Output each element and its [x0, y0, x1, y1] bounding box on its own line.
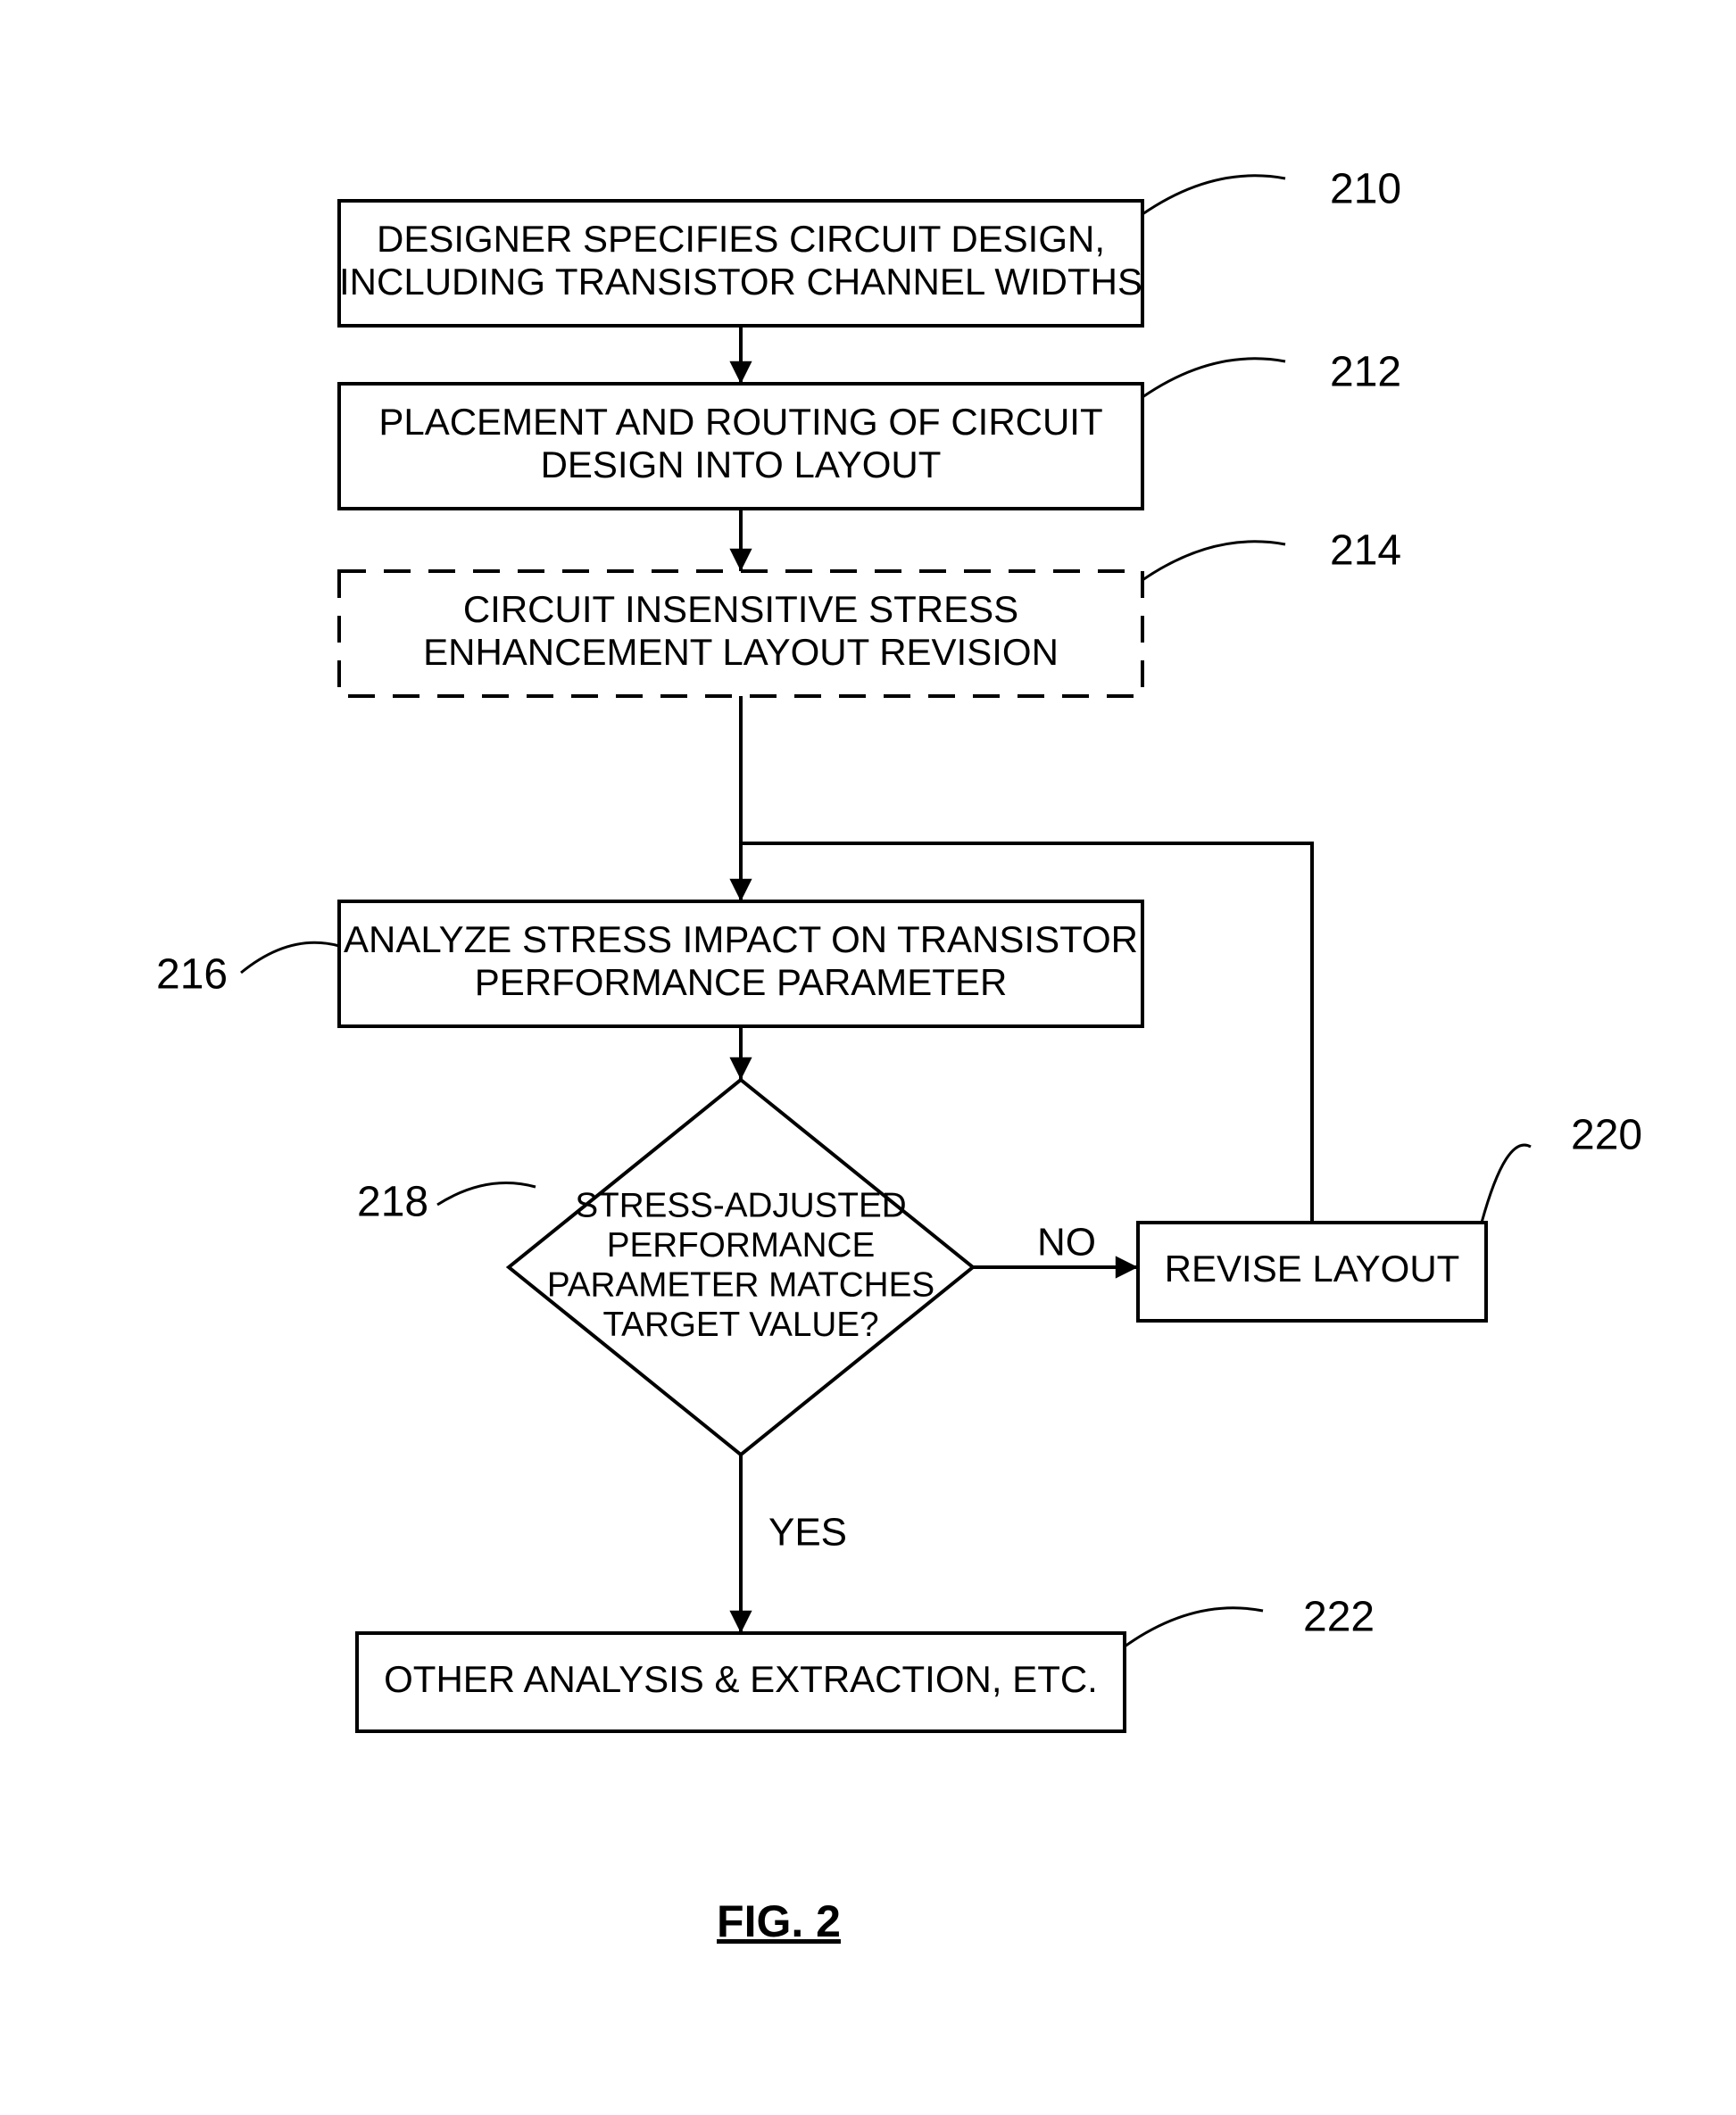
- flow-box-text: DESIGNER SPECIFIES CIRCUIT DESIGN,: [377, 218, 1105, 260]
- ref-number: 216: [156, 951, 228, 999]
- ref-number: 218: [357, 1179, 428, 1226]
- flow-decision-text: PERFORMANCE: [607, 1226, 875, 1265]
- flow-box-text: INCLUDING TRANSISTOR CHANNEL WIDTHS: [339, 261, 1142, 303]
- flow-decision-text: STRESS-ADJUSTED: [575, 1187, 906, 1225]
- flow-decision-text: PARAMETER MATCHES: [547, 1265, 934, 1304]
- flow-box-text: ANALYZE STRESS IMPACT ON TRANSISTOR: [344, 918, 1138, 960]
- ref-number: 212: [1330, 349, 1401, 396]
- ref-number: 222: [1303, 1594, 1375, 1641]
- figure-container: NO YES DESIGNER SPECIFIES CIRCUIT DESIGN,I…: [0, 0, 1736, 2115]
- edge-label: NO: [1037, 1221, 1096, 1265]
- flow-box-text: PERFORMANCE PARAMETER: [475, 961, 1008, 1003]
- flow-decision-text: TARGET VALUE?: [602, 1306, 878, 1344]
- flow-box-text: ENHANCEMENT LAYOUT REVISION: [423, 631, 1059, 673]
- ref-number: 220: [1571, 1112, 1642, 1159]
- flow-box-text: CIRCUIT INSENSITIVE STRESS: [463, 588, 1018, 630]
- flow-box-text: PLACEMENT AND ROUTING OF CIRCUIT: [378, 401, 1102, 443]
- flowchart-svg: NO YES DESIGNER SPECIFIES CIRCUIT DESIGN,I…: [0, 0, 1736, 2111]
- ref-number: 210: [1330, 166, 1401, 213]
- flow-box-text: DESIGN INTO LAYOUT: [541, 444, 942, 485]
- flow-box-text: OTHER ANALYSIS & EXTRACTION, ETC.: [384, 1658, 1098, 1700]
- flow-box-text: REVISE LAYOUT: [1165, 1248, 1460, 1290]
- edge-label: YES: [768, 1511, 847, 1555]
- figure-caption: FIG. 2: [717, 1896, 841, 1946]
- ref-number: 214: [1330, 527, 1401, 575]
